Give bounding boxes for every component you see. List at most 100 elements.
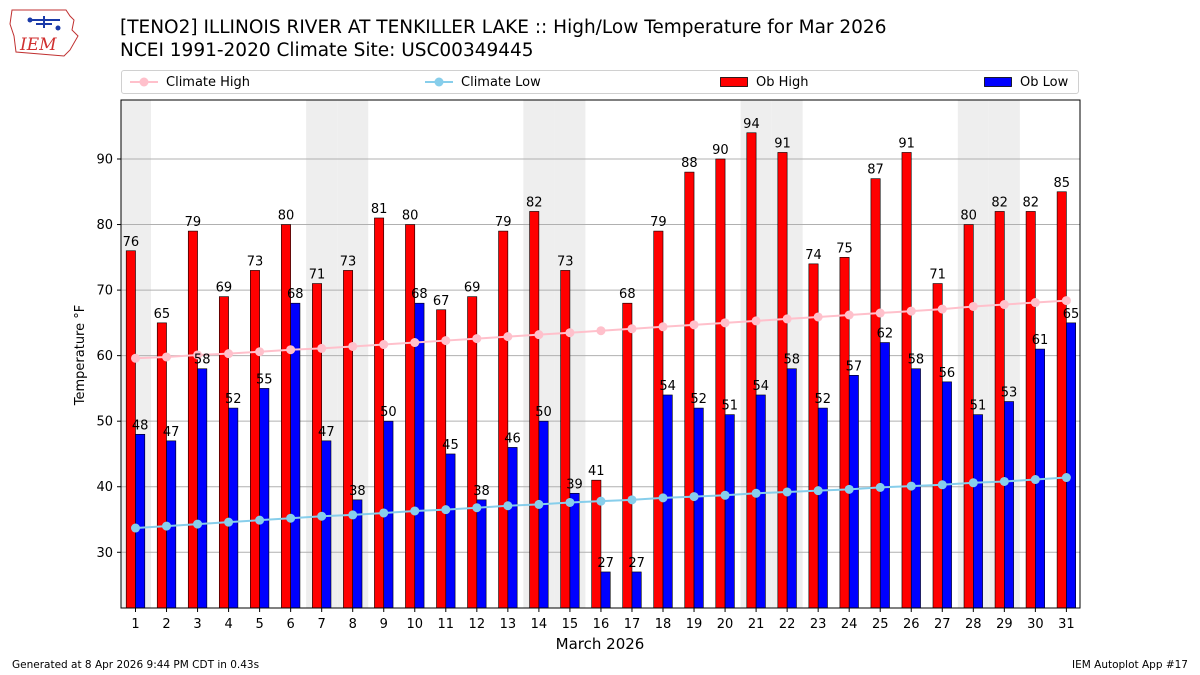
legend-climate-high-swatch: [130, 77, 158, 87]
ob-low-bar: [973, 414, 983, 609]
climate-low-point: [1030, 475, 1040, 485]
x-tick-label: 19: [686, 617, 703, 632]
climate-low-point: [658, 493, 668, 503]
ob-low-value-label: 50: [535, 405, 552, 420]
x-tick-label: 9: [380, 617, 388, 632]
climate-high-point: [379, 339, 389, 349]
ob-high-bar: [901, 152, 912, 609]
ob-high-value-label: 73: [340, 254, 357, 269]
svg-text:IEM: IEM: [19, 35, 57, 55]
x-tick-label: 17: [624, 617, 641, 632]
ob-low-value-label: 57: [846, 359, 863, 374]
ob-high-value-label: 87: [867, 163, 884, 178]
climate-low-point: [782, 487, 792, 497]
y-tick-label: 70: [96, 284, 113, 299]
ob-high-value-label: 80: [960, 209, 977, 224]
climate-high-point: [348, 341, 358, 351]
ob-low-value-label: 58: [908, 353, 925, 368]
ob-low-bar: [755, 394, 766, 609]
ob-low-value-label: 52: [815, 392, 832, 407]
ob-high-value-label: 73: [247, 254, 264, 269]
ob-high-bar: [1056, 191, 1067, 609]
ob-high-value-label: 65: [154, 307, 171, 322]
ob-high-value-label: 79: [495, 215, 512, 230]
climate-low-point: [224, 517, 234, 527]
ob-high-value-label: 79: [185, 215, 202, 230]
ob-low-value-label: 38: [349, 484, 366, 499]
ob-high-value-label: 71: [929, 268, 946, 283]
climate-low-point: [906, 481, 916, 491]
x-tick-label: 20: [717, 617, 734, 632]
climate-high-point: [968, 301, 978, 311]
ob-high-value-label: 80: [278, 209, 295, 224]
ob-low-bar: [1066, 322, 1077, 609]
legend-ob-low: Ob Low: [984, 71, 1068, 93]
ob-low-bar: [538, 420, 549, 609]
climate-low-point: [720, 490, 730, 500]
ob-high-value-label: 82: [1022, 195, 1039, 210]
x-tick-label: 23: [810, 617, 827, 632]
ob-low-bar: [724, 414, 735, 609]
ob-low-value-label: 51: [970, 399, 987, 414]
climate-low-point: [813, 486, 823, 496]
ob-low-value-label: 65: [1063, 307, 1080, 322]
climate-low-point: [503, 501, 513, 511]
legend-ob-low-label: Ob Low: [1020, 74, 1069, 90]
ob-low-value-label: 58: [194, 353, 211, 368]
ob-high-value-label: 94: [743, 117, 760, 132]
x-tick-label: 8: [349, 617, 357, 632]
climate-high-point: [565, 328, 575, 338]
ob-low-bar: [197, 368, 208, 609]
ob-low-value-label: 54: [752, 379, 769, 394]
iem-logo: IEM: [9, 9, 79, 57]
ob-high-bar: [715, 158, 726, 609]
ob-low-value-label: 48: [132, 418, 149, 433]
ob-high-bar: [281, 224, 291, 609]
ob-high-value-label: 76: [123, 235, 140, 250]
chart-subtitle: NCEI 1991-2020 Climate Site: USC00349445: [120, 40, 534, 61]
ob-high-value-label: 79: [650, 215, 667, 230]
climate-low-point: [565, 497, 575, 507]
ob-high-value-label: 91: [774, 136, 791, 151]
x-tick-label: 14: [531, 617, 548, 632]
climate-high-point: [627, 324, 637, 334]
climate-low-point: [937, 480, 947, 490]
x-tick-label: 27: [934, 617, 951, 632]
climate-high-point: [999, 300, 1009, 310]
ob-low-bar: [321, 440, 332, 609]
climate-low-point: [844, 484, 854, 494]
ob-high-bar: [1025, 211, 1036, 609]
x-tick-label: 1: [131, 617, 139, 632]
climate-low-point: [1061, 473, 1071, 483]
climate-high-point: [844, 310, 854, 320]
ob-high-value-label: 68: [619, 287, 636, 302]
climate-high-point: [875, 308, 885, 318]
ob-high-value-label: 91: [898, 136, 915, 151]
ob-low-value-label: 68: [411, 287, 428, 302]
ob-high-bar: [436, 309, 447, 609]
ob-high-value-label: 88: [681, 156, 698, 171]
x-axis-label: March 2026: [556, 635, 645, 653]
climate-low-point: [286, 513, 296, 523]
x-tick-label: 15: [562, 617, 579, 632]
x-tick-label: 16: [593, 617, 610, 632]
ob-high-value-label: 82: [526, 195, 543, 210]
legend-ob-low-swatch: [984, 77, 1012, 87]
x-tick-label: 29: [996, 617, 1013, 632]
x-tick-label: 28: [965, 617, 982, 632]
footer-generated: Generated at 8 Apr 2026 9:44 PM CDT in 0…: [12, 659, 260, 671]
ob-low-bar: [879, 342, 890, 609]
ob-high-bar: [746, 132, 757, 609]
legend-climate-low-swatch: [425, 77, 453, 87]
climate-low-point: [751, 488, 761, 498]
climate-low-point: [999, 476, 1009, 486]
x-tick-label: 24: [841, 617, 858, 632]
y-tick-label: 50: [96, 415, 113, 430]
ob-low-value-label: 27: [597, 556, 614, 571]
ob-low-bar: [817, 407, 828, 609]
x-tick-label: 10: [406, 617, 423, 632]
ob-high-bar: [653, 230, 664, 609]
x-tick-label: 31: [1058, 617, 1075, 632]
climate-low-point: [131, 523, 140, 533]
